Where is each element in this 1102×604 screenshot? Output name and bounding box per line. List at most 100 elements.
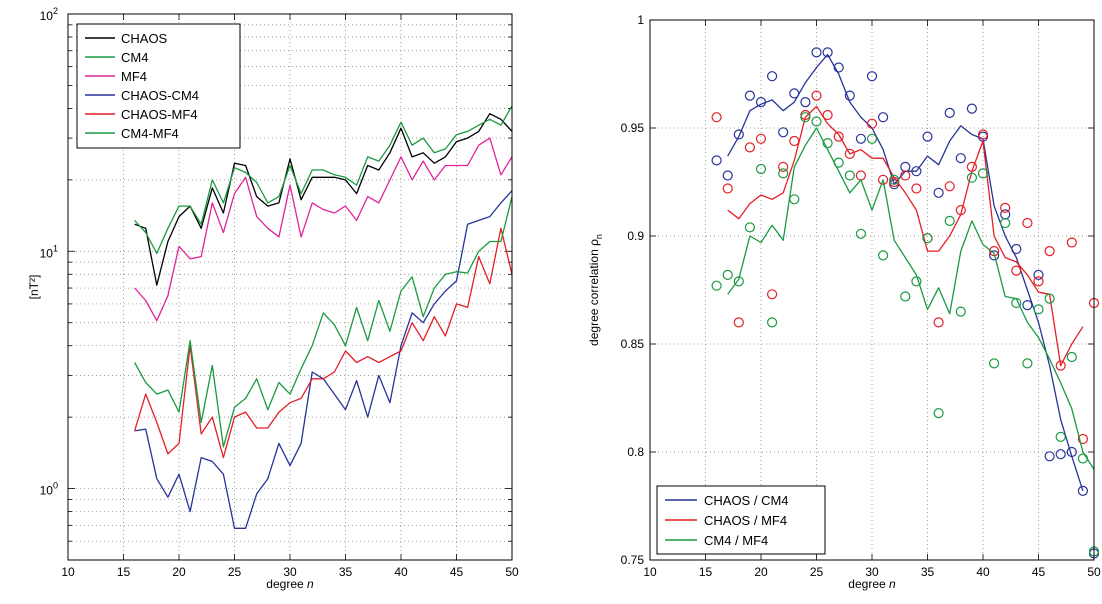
right-marker-chaos-cm4 bbox=[1077, 485, 1089, 496]
right-marker-chaos-cm4 bbox=[733, 129, 744, 140]
right-series-line-chaos-mf4 bbox=[727, 105, 1084, 367]
right-marker-chaos-mf4 bbox=[844, 148, 855, 159]
right-y-tick-label: 0.95 bbox=[621, 121, 645, 135]
right-marker-chaos-mf4 bbox=[1033, 276, 1044, 287]
left-legend-box bbox=[76, 23, 241, 149]
left-x-tick-label: 20 bbox=[172, 565, 186, 579]
right-marker-cm4-mf4 bbox=[922, 233, 933, 244]
right-marker-cm4-mf4 bbox=[1000, 217, 1011, 229]
right-marker-cm4-mf4 bbox=[1055, 431, 1066, 442]
left-series-line-chaos bbox=[134, 113, 513, 286]
right-marker-cm4-mf4 bbox=[755, 163, 767, 175]
right-marker-chaos-cm4 bbox=[1055, 449, 1066, 460]
right-marker-chaos-mf4 bbox=[900, 170, 911, 181]
left-y-tick-base: 10 bbox=[40, 484, 54, 498]
right-y-tick-label: 1 bbox=[637, 13, 644, 27]
right-marker-chaos-mf4 bbox=[1044, 246, 1055, 257]
right-marker-chaos-cm4 bbox=[844, 90, 855, 101]
right-x-tick-label: 40 bbox=[976, 565, 990, 579]
right-y-axis-label: degree correlation ρn bbox=[587, 234, 604, 346]
right-marker-chaos-cm4 bbox=[822, 47, 833, 58]
right-marker-chaos-cm4 bbox=[1011, 243, 1022, 255]
right-marker-cm4-mf4 bbox=[778, 168, 789, 179]
right-x-tick-label: 20 bbox=[754, 565, 768, 579]
right-marker-cm4-mf4 bbox=[722, 269, 733, 280]
right-marker-chaos-cm4 bbox=[866, 71, 878, 82]
right-marker-chaos-cm4 bbox=[833, 62, 844, 73]
right-marker-cm4-mf4 bbox=[711, 280, 722, 291]
y-axis-label-subscript: n bbox=[594, 234, 604, 239]
left-y-tick-base: 10 bbox=[40, 9, 54, 23]
right-x-axis-label: degree n bbox=[848, 577, 896, 591]
left-legend-label: CHAOS-MF4 bbox=[121, 107, 198, 122]
right-legend-label: CHAOS / CM4 bbox=[704, 493, 789, 508]
left-y-tick-label: 100 bbox=[40, 481, 58, 498]
right-marker-chaos-mf4 bbox=[1000, 202, 1011, 213]
right-marker-chaos-mf4 bbox=[1011, 265, 1022, 276]
right-marker-chaos-mf4 bbox=[833, 131, 844, 142]
left-y-tick-label: 101 bbox=[40, 243, 58, 260]
right-marker-chaos-mf4 bbox=[755, 133, 767, 144]
right-marker-cm4-mf4 bbox=[988, 358, 1000, 369]
left-legend: CHAOS CM4 MF4 CHAOS-CM4 CHAOS-MF4 CM4-MF4 bbox=[76, 23, 241, 149]
right-marker-chaos-mf4 bbox=[1077, 433, 1089, 445]
right-marker-cm4-mf4 bbox=[1077, 453, 1089, 464]
left-legend-label: CHAOS-CM4 bbox=[121, 88, 199, 103]
right-marker-chaos-cm4 bbox=[711, 155, 722, 166]
right-marker-chaos-mf4 bbox=[977, 129, 989, 140]
right-marker-cm4-mf4 bbox=[833, 157, 844, 168]
right-marker-chaos-cm4 bbox=[1022, 300, 1033, 311]
right-marker-cm4-mf4 bbox=[866, 133, 878, 144]
right-marker-cm4-mf4 bbox=[822, 138, 833, 149]
right-x-tick-label: 35 bbox=[921, 565, 935, 579]
right-marker-cm4-mf4 bbox=[1011, 297, 1022, 309]
right-y-tick-label: 0.75 bbox=[621, 553, 645, 567]
right-marker-cm4-mf4 bbox=[855, 228, 867, 239]
right-x-tick-label: 10 bbox=[643, 565, 657, 579]
right-marker-chaos-mf4 bbox=[944, 181, 955, 192]
right-marker-chaos-cm4 bbox=[966, 103, 978, 114]
right-marker-cm4-mf4 bbox=[933, 408, 944, 419]
x-axis-label-var: n bbox=[889, 577, 896, 591]
right-marker-cm4-mf4 bbox=[889, 174, 900, 185]
right-marker-chaos-mf4 bbox=[722, 183, 733, 194]
right-marker-cm4-mf4 bbox=[766, 317, 778, 328]
right-series-line-cm4-mf4 bbox=[727, 127, 1095, 470]
left-x-tick-label: 30 bbox=[283, 565, 297, 579]
right-marker-chaos-mf4 bbox=[1055, 360, 1066, 371]
left-y-tick-exponent: 2 bbox=[53, 6, 58, 16]
right-x-tick-label: 15 bbox=[699, 565, 713, 579]
right-marker-chaos-mf4 bbox=[933, 317, 944, 328]
left-y-axis-label: [nT²] bbox=[27, 275, 41, 300]
left-y-tick-base: 10 bbox=[40, 246, 54, 260]
right-x-tick-label: 45 bbox=[1032, 565, 1046, 579]
right-marker-chaos-mf4 bbox=[955, 205, 966, 216]
left-x-tick-label: 15 bbox=[117, 565, 131, 579]
x-axis-label-var: n bbox=[307, 577, 314, 591]
right-marker-chaos-cm4 bbox=[811, 47, 822, 58]
left-legend-label: CM4-MF4 bbox=[121, 126, 179, 141]
right-y-tick-label: 0.9 bbox=[627, 229, 644, 243]
right-marker-cm4-mf4 bbox=[966, 172, 978, 183]
right-marker-cm4-mf4 bbox=[744, 222, 756, 233]
right-marker-cm4-mf4 bbox=[800, 112, 811, 123]
right-marker-chaos-mf4 bbox=[711, 112, 722, 123]
right-marker-chaos-cm4 bbox=[800, 96, 811, 108]
right-marker-cm4-mf4 bbox=[944, 215, 955, 226]
right-marker-chaos-cm4 bbox=[1044, 451, 1055, 462]
right-legend: CHAOS / CM4 CHAOS / MF4 CM4 / MF4 bbox=[656, 485, 826, 555]
right-marker-cm4-mf4 bbox=[911, 276, 922, 287]
left-series-line-chaos-mf4 bbox=[133, 227, 513, 459]
left-x-axis-label: degree n bbox=[266, 577, 314, 591]
left-x-tick-label: 40 bbox=[394, 565, 408, 579]
right-marker-chaos-mf4 bbox=[877, 174, 889, 185]
right-marker-chaos-cm4 bbox=[922, 131, 933, 142]
left-legend-label: CM4 bbox=[121, 50, 148, 65]
left-x-tick-label: 45 bbox=[450, 565, 464, 579]
right-marker-cm4-mf4 bbox=[900, 291, 911, 302]
left-legend-label: MF4 bbox=[121, 69, 147, 84]
left-series-line-cm4-mf4 bbox=[134, 196, 513, 448]
right-legend-label: CM4 / MF4 bbox=[704, 533, 768, 548]
